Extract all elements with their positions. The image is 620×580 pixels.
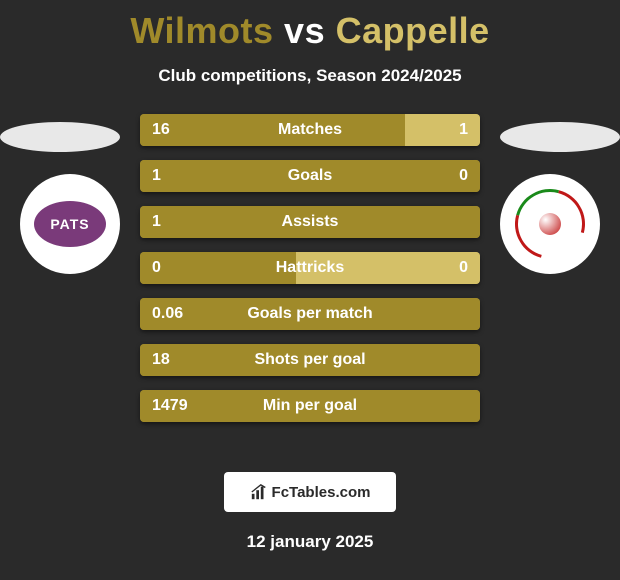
comparison-content: PATS Matches161 Goals10 Assists1 Hattricks0… <box>0 114 620 444</box>
chart-icon <box>250 483 268 501</box>
stat-bar: Matches161 <box>140 114 480 146</box>
stat-bar: Shots per goal18 <box>140 344 480 376</box>
club-right-ball-icon <box>539 213 561 235</box>
date-text: 12 january 2025 <box>0 532 620 552</box>
player1-shadow-ellipse <box>0 122 120 152</box>
subtitle: Club competitions, Season 2024/2025 <box>0 66 620 86</box>
stat-bars: Matches161 Goals10 Assists1 Hattricks00 Goal… <box>140 114 480 436</box>
club-badge-right <box>500 174 600 274</box>
footer-brand-text: FcTables.com <box>272 484 371 501</box>
stat-bar-left-segment <box>140 252 296 284</box>
stat-bar-left-segment <box>140 206 480 238</box>
club-badge-left: PATS <box>20 174 120 274</box>
player2-shadow-ellipse <box>500 122 620 152</box>
stat-bar-left-segment <box>140 298 480 330</box>
footer-brand: FcTables.com <box>224 472 396 512</box>
stat-bar: Assists1 <box>140 206 480 238</box>
player2-name: Cappelle <box>336 10 490 51</box>
vs-text: vs <box>284 10 325 51</box>
player1-name: Wilmots <box>130 10 273 51</box>
stat-bar: Min per goal1479 <box>140 390 480 422</box>
stat-bar-left-segment <box>140 344 480 376</box>
stat-bar-right-segment <box>405 114 480 146</box>
stat-bar: Hattricks00 <box>140 252 480 284</box>
stat-bar: Goals10 <box>140 160 480 192</box>
page-title: Wilmots vs Cappelle <box>0 0 620 52</box>
stat-bar-left-segment <box>140 390 480 422</box>
stat-bar: Goals per match0.06 <box>140 298 480 330</box>
stat-bar-left-segment <box>140 160 480 192</box>
club-left-logo: PATS <box>34 201 106 247</box>
stat-bar-right-segment <box>296 252 480 284</box>
club-right-logo <box>515 189 585 259</box>
stat-bar-left-segment <box>140 114 405 146</box>
